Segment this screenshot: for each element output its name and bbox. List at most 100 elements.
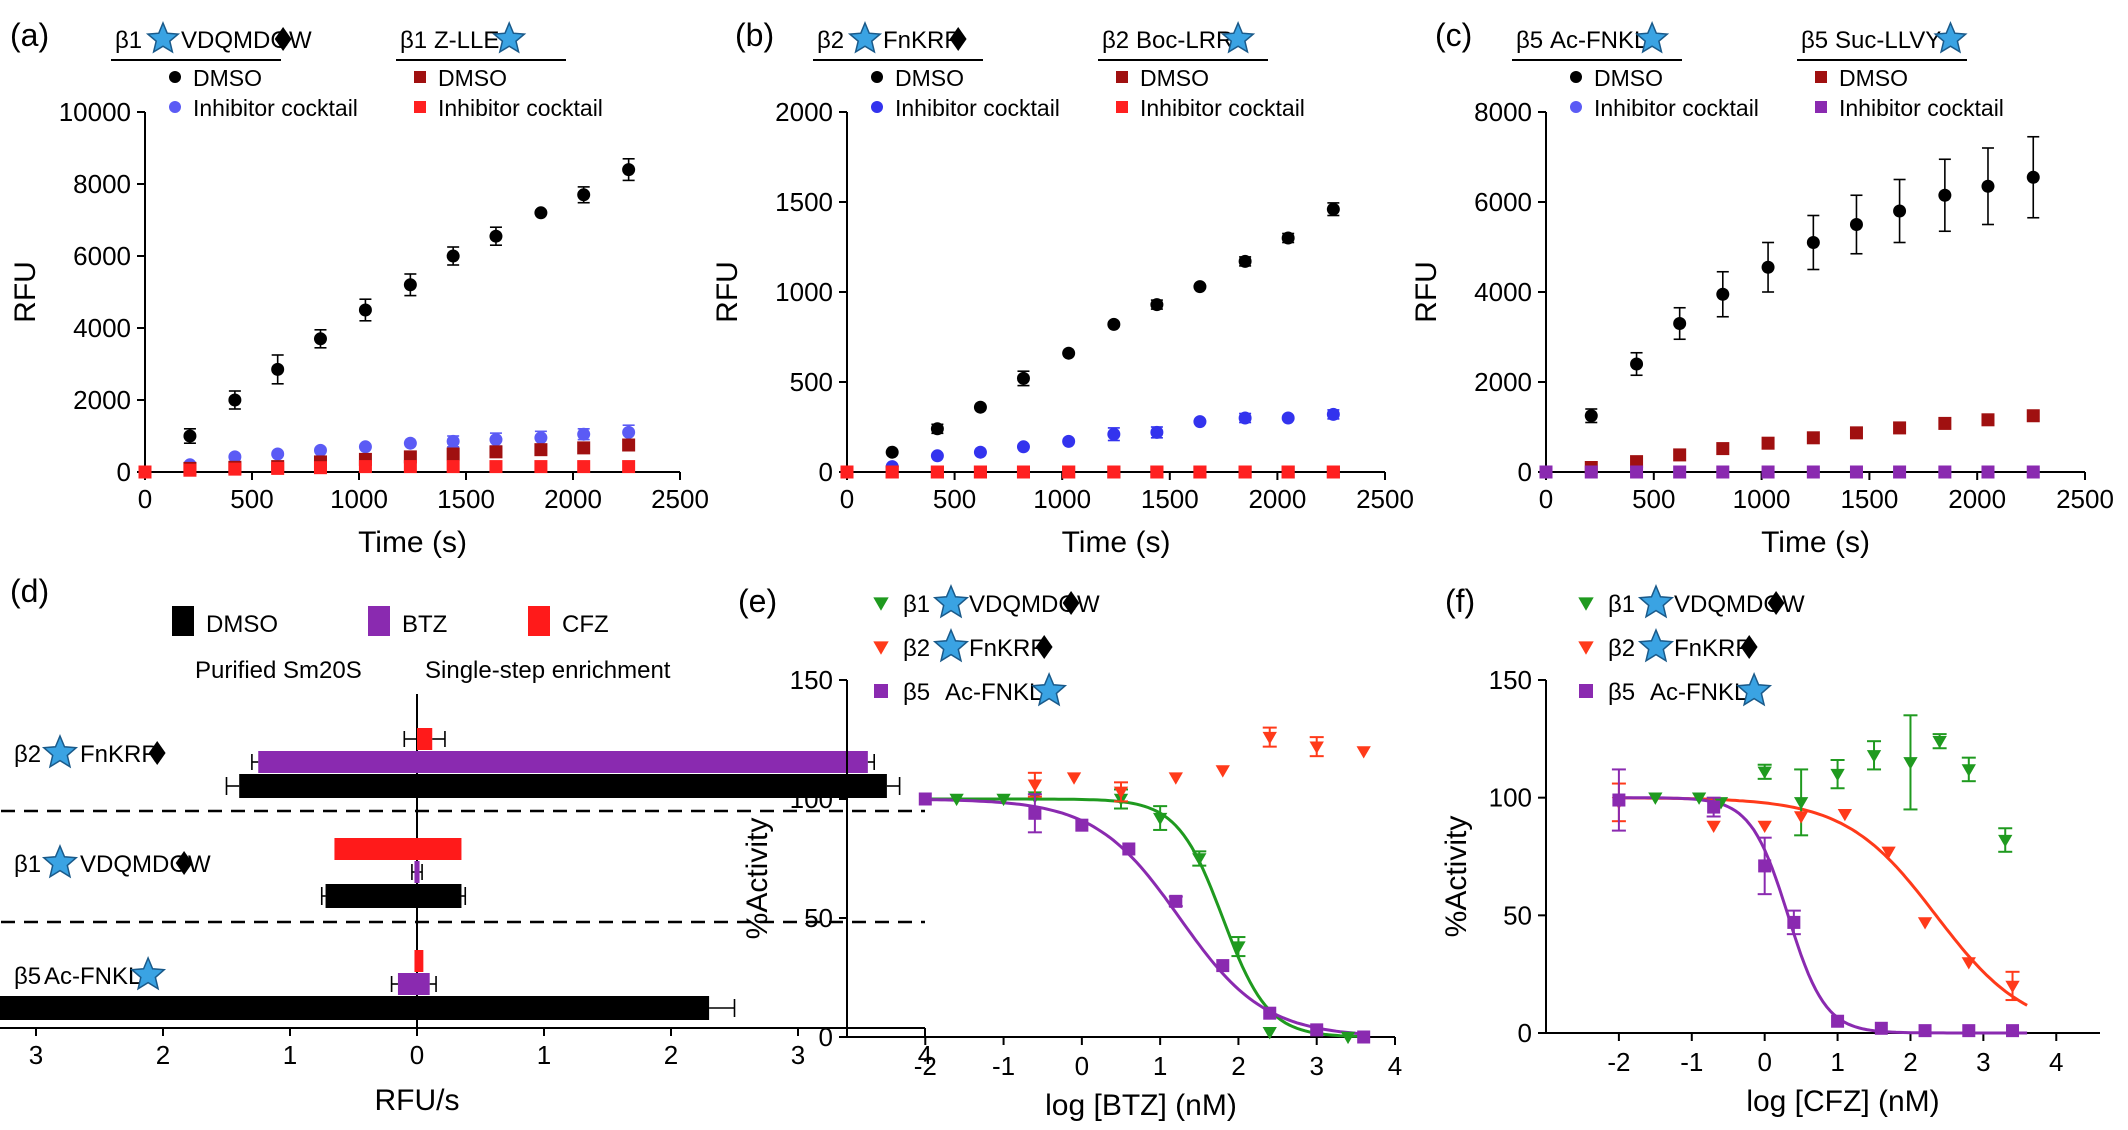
panel-label: (d) (10, 573, 49, 609)
y-tick-label: 2000 (775, 97, 833, 127)
data-point (1648, 792, 1663, 805)
bar (397, 973, 430, 995)
diamond-icon (949, 27, 967, 51)
data-point (1281, 465, 1295, 479)
legend-swatch (528, 606, 550, 636)
data-point (873, 641, 889, 655)
data-point (446, 434, 460, 448)
data-point (1630, 455, 1644, 469)
data-point (1918, 1024, 1932, 1038)
star-icon (932, 628, 970, 663)
x-tick-label: 0 (138, 484, 152, 514)
legend-group-substrate: FnKRR (1674, 635, 1753, 662)
data-point (622, 460, 636, 474)
data-point (885, 445, 899, 459)
data-point (1062, 465, 1076, 479)
diamond-icon (1062, 591, 1080, 615)
data-point (1016, 465, 1030, 479)
legend-entry-label: DMSO (1140, 65, 1209, 91)
data-point (1837, 808, 1853, 822)
legend-group-title: β2 (1608, 635, 1635, 662)
data-point (1570, 71, 1582, 83)
data-point (1539, 465, 1553, 479)
bar (414, 861, 420, 883)
star-icon (492, 21, 527, 54)
x-tick-label: 4 (918, 1040, 932, 1070)
data-point (358, 303, 372, 317)
data-point (1716, 442, 1730, 456)
data-point (1578, 641, 1594, 655)
data-point (313, 443, 327, 457)
fit-curve (925, 798, 1364, 1036)
data-point (1113, 786, 1129, 800)
y-axis-label: %Activity (741, 818, 774, 940)
legend-swatch (368, 606, 390, 636)
data-point (1169, 894, 1183, 908)
data-point (1193, 415, 1207, 429)
y-tick-label: 150 (1489, 665, 1532, 695)
star-icon (1637, 584, 1675, 619)
data-point (1673, 448, 1687, 462)
x-tick-label: 500 (933, 484, 976, 514)
data-point (1849, 218, 1863, 231)
star-icon (130, 956, 167, 991)
data-point (534, 206, 548, 220)
y-tick-label: 0 (819, 457, 833, 487)
data-point (183, 463, 197, 477)
legend-group-title: β1 (115, 27, 142, 54)
data-point (1874, 1021, 1888, 1035)
star-icon (41, 844, 79, 879)
bar (0, 996, 710, 1020)
x-tick-label: 0 (840, 484, 854, 514)
x-tick-label: -1 (1680, 1047, 1703, 1077)
data-point (1849, 465, 1863, 479)
data-point (885, 465, 899, 479)
diamond-icon (175, 851, 193, 875)
y-tick-label: 1500 (775, 187, 833, 217)
data-point (1281, 231, 1295, 245)
data-point (840, 465, 854, 479)
data-point (918, 792, 932, 806)
data-point (1761, 260, 1775, 274)
data-point (1193, 465, 1207, 479)
legend-group-substrate: Ac-FNKL (1650, 679, 1747, 706)
x-tick-label: 1000 (1733, 484, 1791, 514)
data-point (358, 440, 372, 454)
data-point (403, 460, 417, 474)
data-point (1027, 779, 1043, 792)
data-point (973, 400, 987, 414)
y-axis-label: RFU (711, 261, 744, 323)
data-point (1630, 465, 1644, 479)
y-tick-label: 0 (819, 1022, 833, 1052)
data-point (1231, 941, 1246, 954)
data-point (1263, 1006, 1277, 1020)
group-substrate: FnKRR (80, 741, 159, 768)
star-icon (1637, 628, 1675, 663)
side-label: Single-step enrichment (425, 657, 671, 684)
y-tick-label: 6000 (1474, 187, 1532, 217)
data-point (1962, 1024, 1976, 1038)
side-label: Purified Sm20S (195, 657, 362, 684)
data-point (1691, 792, 1707, 805)
panel-label: (c) (1435, 17, 1472, 53)
data-point (1150, 465, 1164, 479)
data-point (871, 101, 883, 113)
legend-swatch (172, 606, 194, 636)
bar (325, 884, 462, 908)
data-point (534, 443, 548, 457)
data-point (873, 597, 889, 611)
data-point (414, 101, 426, 113)
data-point (1806, 465, 1820, 479)
legend-entry-label: Inhibitor cocktail (193, 95, 358, 121)
star-icon (1031, 672, 1068, 707)
legend-group-substrate: VDQMDGW (1674, 591, 1805, 618)
data-point (1981, 465, 1995, 479)
data-point (1122, 842, 1136, 856)
data-point (577, 441, 591, 455)
legend-group-title: β5 (1801, 27, 1828, 54)
legend-entry-label: DMSO (895, 65, 964, 91)
y-tick-label: 50 (1503, 900, 1532, 930)
data-point (1893, 465, 1907, 479)
data-point (1981, 179, 1995, 193)
star-icon (1736, 672, 1773, 707)
